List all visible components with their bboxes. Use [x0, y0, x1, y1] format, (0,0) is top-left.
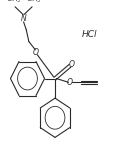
Text: CH$_3$: CH$_3$	[26, 0, 41, 5]
Text: O: O	[69, 60, 75, 69]
Text: HCl: HCl	[81, 30, 97, 39]
Text: N: N	[21, 14, 26, 23]
Text: O: O	[32, 48, 38, 57]
Text: CH$_3$: CH$_3$	[6, 0, 21, 5]
Text: O: O	[67, 78, 73, 87]
